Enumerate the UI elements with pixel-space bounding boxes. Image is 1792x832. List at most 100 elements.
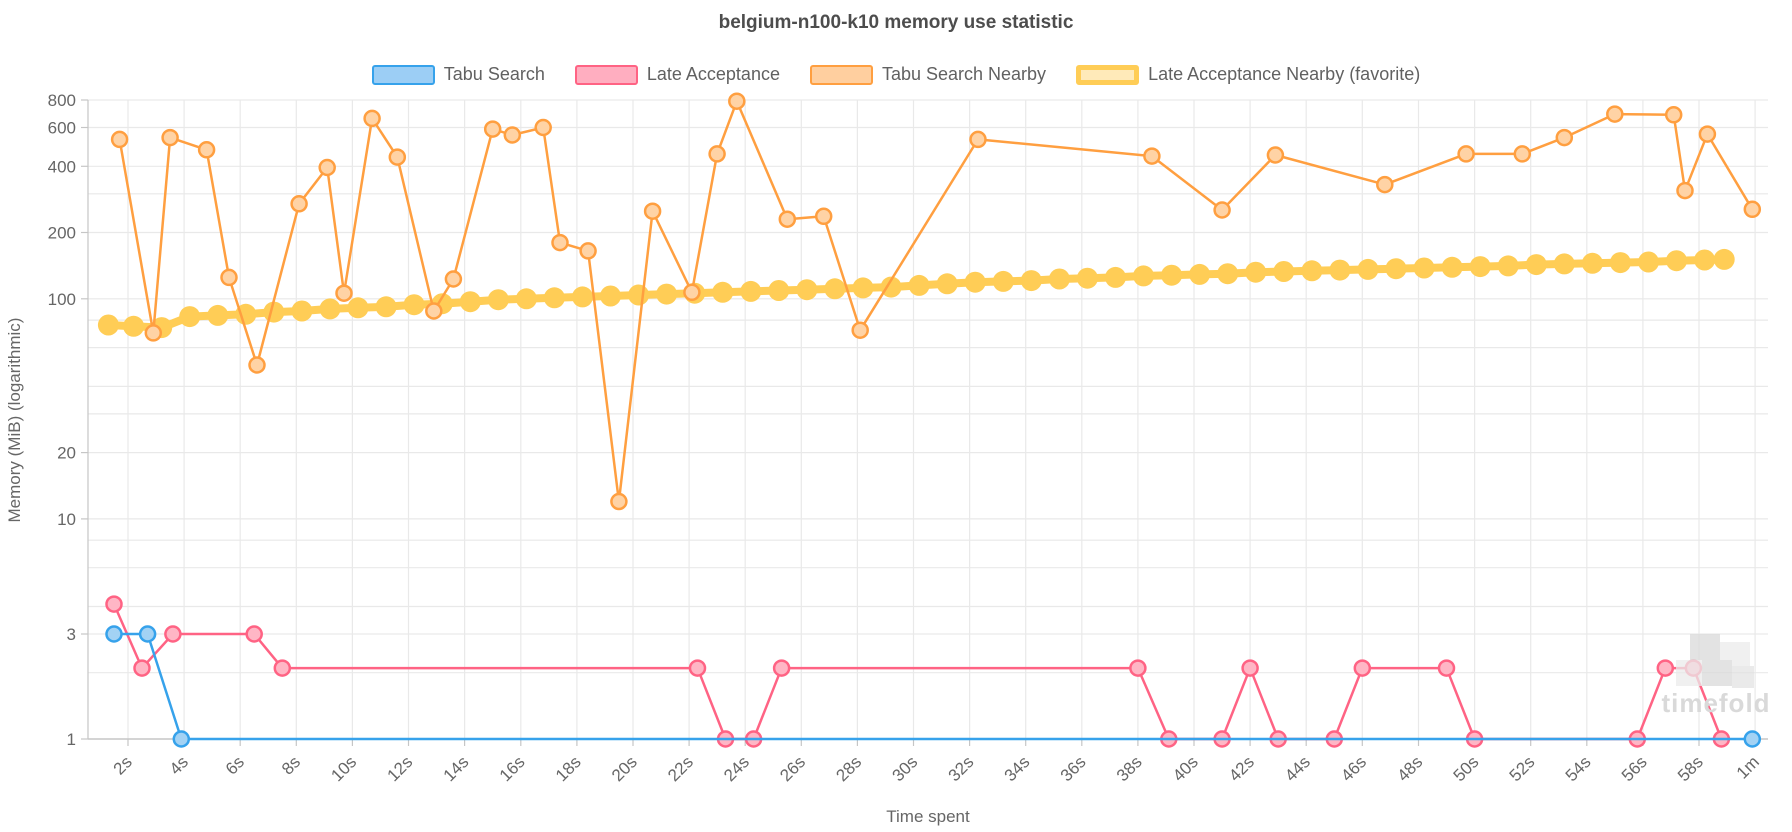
data-point-tabu-search[interactable] <box>138 625 157 643</box>
data-point-late-acceptance-nearby[interactable] <box>1581 252 1603 274</box>
data-point-late-acceptance-nearby[interactable] <box>1133 265 1154 287</box>
data-point-tabu-search-nearby[interactable] <box>728 92 746 110</box>
data-point-tabu-search-nearby[interactable] <box>1266 146 1285 164</box>
data-point-tabu-search[interactable] <box>172 730 191 748</box>
data-point-late-acceptance-nearby[interactable] <box>1666 250 1687 272</box>
data-point-tabu-search-nearby[interactable] <box>444 270 463 288</box>
data-point-tabu-search-nearby[interactable] <box>1213 201 1231 219</box>
data-point-late-acceptance-nearby[interactable] <box>1609 252 1631 274</box>
data-point-late-acceptance[interactable] <box>105 595 123 613</box>
data-point-late-acceptance-nearby[interactable] <box>600 285 621 307</box>
data-point-late-acceptance-nearby[interactable] <box>1553 253 1575 275</box>
data-point-late-acceptance-nearby[interactable] <box>936 273 958 295</box>
data-point-late-acceptance-nearby[interactable] <box>1329 259 1351 281</box>
data-point-tabu-search-nearby[interactable] <box>483 120 502 138</box>
data-point-late-acceptance-nearby[interactable] <box>1245 261 1267 283</box>
data-point-tabu-search-nearby[interactable] <box>161 128 179 147</box>
data-point-tabu-search-nearby[interactable] <box>1457 145 1475 163</box>
data-point-late-acceptance-nearby[interactable] <box>1161 264 1183 286</box>
data-point-late-acceptance-nearby[interactable] <box>628 284 650 306</box>
data-point-late-acceptance[interactable] <box>164 625 182 643</box>
data-point-tabu-search-nearby[interactable] <box>1676 181 1694 200</box>
data-point-tabu-search-nearby[interactable] <box>1555 128 1574 147</box>
data-point-tabu-search-nearby[interactable] <box>579 242 597 260</box>
data-point-late-acceptance-nearby[interactable] <box>796 279 818 301</box>
data-point-late-acceptance[interactable] <box>1129 659 1147 677</box>
data-point-tabu-search-nearby[interactable] <box>778 210 797 228</box>
data-point-tabu-search-nearby[interactable] <box>220 268 238 287</box>
data-point-late-acceptance-nearby[interactable] <box>712 281 734 303</box>
data-point-late-acceptance-nearby[interactable] <box>992 270 1014 292</box>
data-point-tabu-search[interactable] <box>1743 730 1762 748</box>
data-point-tabu-search-nearby[interactable] <box>683 283 701 302</box>
data-point-late-acceptance-nearby[interactable] <box>1301 260 1323 282</box>
data-point-late-acceptance-nearby[interactable] <box>1273 261 1295 282</box>
data-point-tabu-search-nearby[interactable] <box>110 130 129 149</box>
data-point-late-acceptance-nearby[interactable] <box>740 280 762 302</box>
data-point-late-acceptance-nearby[interactable] <box>347 297 369 319</box>
data-point-late-acceptance[interactable] <box>245 625 263 643</box>
data-point-tabu-search-nearby[interactable] <box>318 158 336 177</box>
data-point-tabu-search-nearby[interactable] <box>969 130 987 149</box>
data-point-late-acceptance-nearby[interactable] <box>291 300 313 322</box>
data-point-tabu-search-nearby[interactable] <box>551 233 569 252</box>
data-point-tabu-search-nearby[interactable] <box>1698 125 1717 143</box>
data-point-late-acceptance-nearby[interactable] <box>1105 266 1126 288</box>
legend-item-late-acceptance-nearby[interactable]: Late Acceptance Nearby (favorite) <box>1076 64 1420 85</box>
legend-item-tabu-search-nearby[interactable]: Tabu Search Nearby <box>809 64 1046 85</box>
data-point-late-acceptance-nearby[interactable] <box>1076 267 1098 289</box>
data-point-late-acceptance-nearby[interactable] <box>515 288 537 310</box>
data-point-late-acceptance-nearby[interactable] <box>375 296 397 318</box>
data-point-late-acceptance[interactable] <box>1353 659 1372 677</box>
data-point-late-acceptance[interactable] <box>1656 659 1675 677</box>
data-point-tabu-search-nearby[interactable] <box>503 126 522 144</box>
data-point-late-acceptance[interactable] <box>1437 659 1456 677</box>
data-point-late-acceptance-nearby[interactable] <box>880 276 902 298</box>
data-point-tabu-search-nearby[interactable] <box>388 148 407 166</box>
data-point-late-acceptance-nearby[interactable] <box>1694 249 1716 271</box>
data-point-late-acceptance[interactable] <box>273 659 292 677</box>
data-point-tabu-search-nearby[interactable] <box>335 284 353 302</box>
data-point-late-acceptance-nearby[interactable] <box>1469 256 1491 278</box>
data-point-late-acceptance[interactable] <box>1241 659 1259 677</box>
data-point-late-acceptance-nearby[interactable] <box>1497 255 1519 277</box>
data-point-late-acceptance-nearby[interactable] <box>459 291 481 313</box>
data-point-late-acceptance-nearby[interactable] <box>1385 258 1407 280</box>
data-point-tabu-search-nearby[interactable] <box>610 492 628 511</box>
data-point-tabu-search-nearby[interactable] <box>1664 106 1683 124</box>
data-point-late-acceptance-nearby[interactable] <box>824 278 846 300</box>
data-point-tabu-search[interactable] <box>105 625 123 643</box>
data-point-late-acceptance-nearby[interactable] <box>1020 270 1042 292</box>
data-point-late-acceptance-nearby[interactable] <box>207 304 229 326</box>
data-point-tabu-search-nearby[interactable] <box>290 195 308 213</box>
data-point-tabu-search-nearby[interactable] <box>1376 175 1394 194</box>
legend-item-tabu-search[interactable]: Tabu Search <box>371 64 545 85</box>
data-point-tabu-search-nearby[interactable] <box>851 321 869 339</box>
data-point-tabu-search-nearby[interactable] <box>1743 200 1762 219</box>
data-point-late-acceptance-nearby[interactable] <box>1525 254 1547 276</box>
data-point-tabu-search-nearby[interactable] <box>144 324 163 342</box>
data-point-late-acceptance-nearby[interactable] <box>964 271 986 293</box>
legend-item-late-acceptance[interactable]: Late Acceptance <box>574 64 780 85</box>
data-point-late-acceptance-nearby[interactable] <box>235 303 257 325</box>
data-point-late-acceptance-nearby[interactable] <box>656 283 678 305</box>
data-point-late-acceptance-nearby[interactable] <box>123 315 145 337</box>
data-point-tabu-search-nearby[interactable] <box>643 202 662 220</box>
data-point-late-acceptance[interactable] <box>133 659 151 677</box>
data-point-tabu-search-nearby[interactable] <box>425 302 443 320</box>
data-point-late-acceptance-nearby[interactable] <box>1357 258 1379 280</box>
data-point-late-acceptance-nearby[interactable] <box>319 298 341 320</box>
data-point-tabu-search-nearby[interactable] <box>248 356 266 374</box>
data-point-late-acceptance[interactable] <box>772 659 791 677</box>
data-point-late-acceptance-nearby[interactable] <box>1048 268 1070 290</box>
data-point-tabu-search-nearby[interactable] <box>363 109 381 128</box>
data-point-late-acceptance-nearby[interactable] <box>1713 248 1735 270</box>
data-point-late-acceptance-nearby[interactable] <box>403 294 425 316</box>
data-point-tabu-search-nearby[interactable] <box>1143 147 1161 165</box>
data-point-late-acceptance[interactable] <box>688 659 707 677</box>
data-point-tabu-search-nearby[interactable] <box>197 141 216 159</box>
data-point-late-acceptance-nearby[interactable] <box>97 314 119 336</box>
data-point-late-acceptance-nearby[interactable] <box>179 306 201 328</box>
data-point-late-acceptance-nearby[interactable] <box>1638 251 1659 273</box>
data-point-tabu-search-nearby[interactable] <box>708 145 726 163</box>
